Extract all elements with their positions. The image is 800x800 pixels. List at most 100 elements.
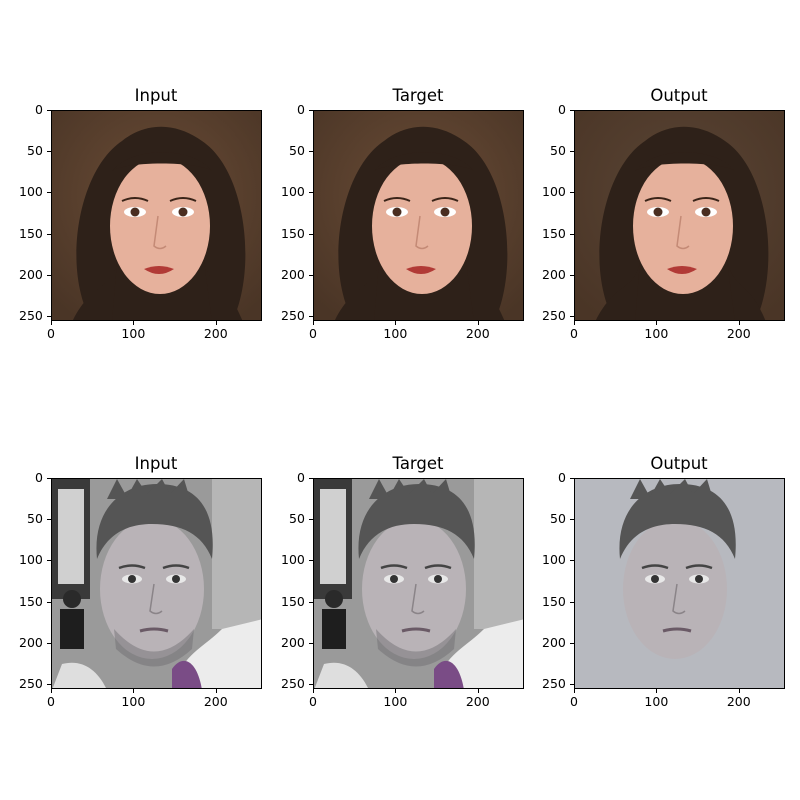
y-tick-label: 200 (19, 634, 43, 650)
y-tick (47, 684, 51, 686)
y-tick (47, 316, 51, 318)
y-tick-label: 50 (289, 143, 305, 159)
y-tick-label: 150 (542, 225, 566, 241)
x-tick (133, 689, 135, 693)
x-tick (51, 689, 52, 693)
x-tick-label: 100 (383, 694, 408, 709)
x-tick-label: 0 (570, 694, 578, 709)
portrait-image (314, 111, 523, 320)
x-tick (133, 321, 135, 325)
x-tick-label: 100 (121, 694, 146, 709)
x-tick (395, 689, 397, 693)
y-tick-label: 250 (281, 676, 305, 692)
y-tick-label: 100 (542, 184, 566, 200)
y-tick (570, 684, 574, 686)
panel-title: Input (134, 86, 178, 105)
panel-title: Output (650, 454, 708, 473)
y-tick-label: 0 (297, 102, 305, 117)
y-tick (309, 151, 313, 153)
x-tick (477, 689, 479, 693)
x-tick (477, 321, 479, 325)
y-tick-label: 250 (19, 308, 43, 324)
x-tick (215, 321, 217, 325)
y-tick (47, 110, 51, 111)
y-tick (47, 560, 51, 562)
x-tick-label: 100 (121, 326, 146, 341)
y-tick-label: 100 (19, 184, 43, 200)
y-tick-label: 150 (281, 225, 305, 241)
x-tick-label: 100 (644, 694, 669, 709)
y-tick-label: 150 (19, 593, 43, 609)
x-tick (738, 321, 740, 325)
y-tick-label: 100 (281, 552, 305, 568)
image-axes (51, 478, 262, 689)
y-tick-label: 50 (27, 143, 43, 159)
x-tick-label: 100 (644, 326, 669, 341)
image-axes (51, 110, 262, 321)
y-tick-label: 200 (281, 266, 305, 282)
y-tick (309, 642, 313, 644)
x-tick (738, 689, 740, 693)
y-tick-label: 250 (542, 308, 566, 324)
x-tick-label: 200 (465, 326, 490, 341)
x-tick (574, 321, 575, 325)
x-tick-label: 200 (203, 694, 228, 709)
x-tick (656, 321, 658, 325)
y-tick-label: 0 (558, 470, 566, 485)
y-tick (570, 478, 574, 479)
x-tick (574, 689, 575, 693)
portrait-image (575, 111, 784, 320)
x-tick (656, 689, 658, 693)
y-tick (47, 192, 51, 194)
y-tick (570, 601, 574, 603)
y-tick-label: 50 (550, 143, 566, 159)
y-tick-label: 0 (297, 470, 305, 485)
x-tick-label: 200 (465, 694, 490, 709)
y-tick (309, 684, 313, 686)
y-tick-label: 150 (19, 225, 43, 241)
y-tick-label: 250 (19, 676, 43, 692)
x-tick-label: 200 (726, 694, 751, 709)
x-tick (215, 689, 217, 693)
x-tick-label: 200 (726, 326, 751, 341)
image-axes (313, 478, 524, 689)
panel-title: Target (392, 86, 444, 105)
x-tick-label: 0 (309, 326, 317, 341)
x-tick-label: 0 (309, 694, 317, 709)
y-tick (309, 233, 313, 235)
y-tick-label: 0 (35, 102, 43, 117)
y-tick-label: 0 (558, 102, 566, 117)
y-tick-label: 200 (19, 266, 43, 282)
image-axes (313, 110, 524, 321)
image-axes (574, 110, 785, 321)
y-tick-label: 250 (542, 676, 566, 692)
y-tick-label: 100 (281, 184, 305, 200)
y-tick (570, 151, 574, 153)
y-tick-label: 0 (35, 470, 43, 485)
y-tick (47, 519, 51, 521)
x-tick-label: 0 (570, 326, 578, 341)
portrait-image (52, 111, 261, 320)
y-tick (47, 274, 51, 276)
x-tick-label: 0 (47, 326, 55, 341)
x-tick (395, 321, 397, 325)
x-tick (313, 321, 314, 325)
y-tick-label: 100 (542, 552, 566, 568)
y-tick (309, 601, 313, 603)
y-tick (47, 478, 51, 479)
y-tick (47, 642, 51, 644)
y-tick-label: 150 (542, 593, 566, 609)
y-tick (309, 316, 313, 318)
y-tick-label: 200 (542, 266, 566, 282)
x-tick-label: 100 (383, 326, 408, 341)
portrait-image (314, 479, 523, 688)
y-tick-label: 200 (281, 634, 305, 650)
y-tick (309, 560, 313, 562)
y-tick (47, 601, 51, 603)
y-tick (570, 642, 574, 644)
y-tick-label: 250 (281, 308, 305, 324)
y-tick (570, 560, 574, 562)
y-tick-label: 50 (550, 511, 566, 527)
y-tick-label: 100 (19, 552, 43, 568)
y-tick-label: 200 (542, 634, 566, 650)
